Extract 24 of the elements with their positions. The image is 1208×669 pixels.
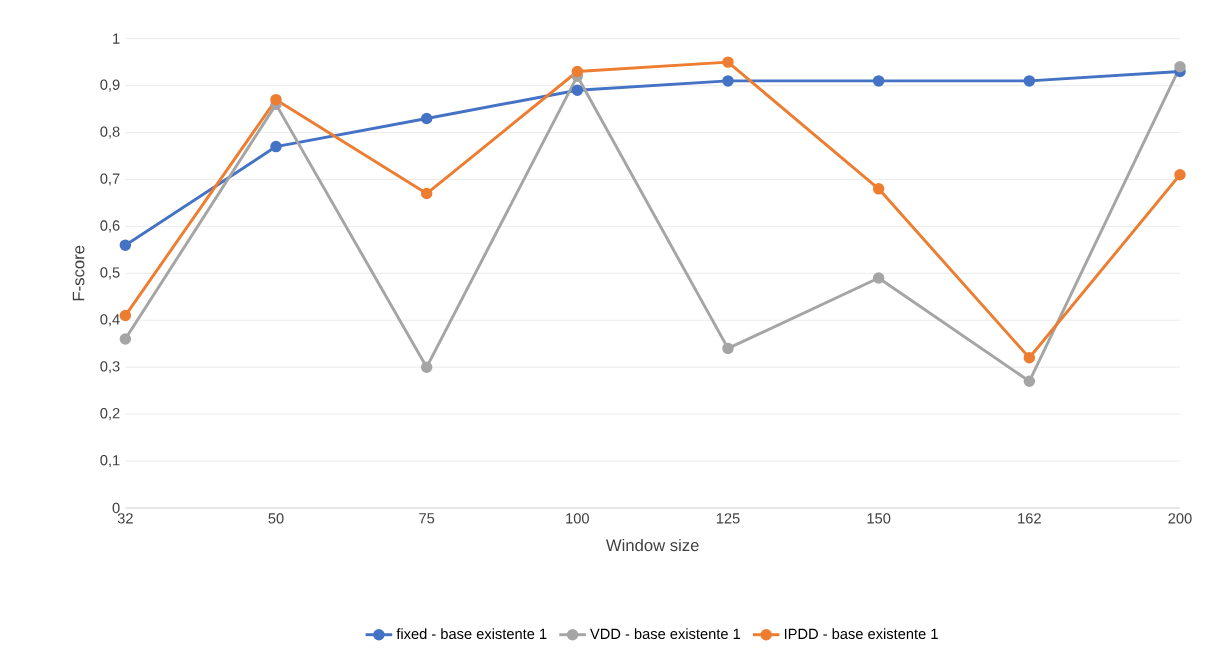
x-tick-label: 125	[716, 513, 740, 524]
y-tick-label: 0,6	[100, 220, 120, 233]
y-tick-label: 0	[112, 502, 120, 514]
x-tick-label: 200	[1168, 513, 1192, 524]
y-tick-label: 1	[113, 33, 120, 44]
x-tick-label: 50	[268, 513, 284, 524]
x-tick-label: 162	[1018, 513, 1041, 524]
legend-label: VDD - base existente 1	[590, 628, 741, 639]
x-tick-label: 32	[117, 513, 133, 524]
x-tick-label: 150	[867, 513, 891, 524]
y-tick-label: 0,7	[100, 173, 120, 186]
x-tick-label: 75	[419, 512, 435, 524]
y-tick-label: 0,4	[100, 314, 120, 327]
x-axis-title: Window size	[605, 538, 699, 551]
y-axis-title: F-score	[72, 245, 85, 301]
y-tick-label: 0,1	[100, 454, 120, 467]
y-tick-label: 0,5	[100, 267, 120, 280]
y-tick-label: 0,2	[100, 407, 120, 421]
y-tick-label: 0,3	[100, 360, 120, 374]
y-tick-label: 0,9	[100, 79, 120, 92]
x-tick-label: 100	[566, 513, 589, 524]
legend-label: IPDD - base existente 1	[784, 628, 938, 639]
y-tick-label: 0,8	[100, 126, 120, 139]
legend-label: fixed - base existente 1	[396, 628, 547, 639]
